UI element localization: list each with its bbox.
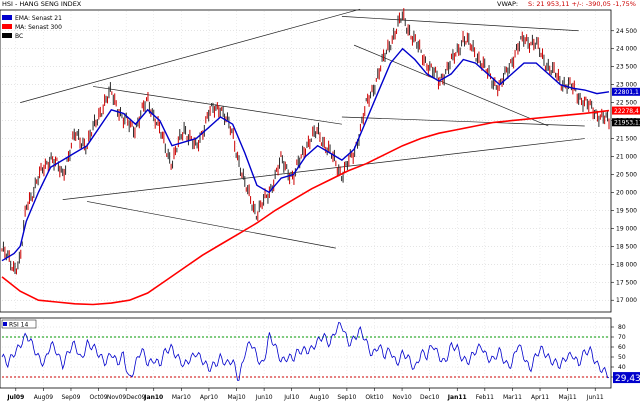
price-tick-label: 20 000 [616, 189, 637, 196]
legend-label-bc: BC [15, 33, 23, 40]
rsi-current-tag [613, 372, 640, 384]
x-tick-label: Okt10 [365, 394, 383, 401]
x-tick-label: Feb11 [476, 394, 494, 401]
price-tag-ma-bg [612, 106, 640, 115]
vwap-label: VWAP: [497, 0, 518, 8]
price-tags: 22801,1 22278,4 21953,11 [612, 87, 640, 127]
price-tick-label: 20 500 [616, 171, 637, 178]
x-tick-label: Jul10 [283, 394, 299, 401]
rsi-label-box [1, 319, 37, 329]
trendline [341, 116, 585, 127]
price-tick-label: 21 000 [616, 154, 637, 161]
price-tick-label: 17 000 [616, 297, 637, 304]
price-tag-ema-bg [612, 87, 640, 96]
x-tick-label: Mar10 [172, 394, 191, 401]
rsi-tick-label: 40 [618, 364, 626, 371]
price-axis: 17 000 17 500 18 000 18 500 19 000 19 500 20 0… [611, 28, 637, 304]
price-tick-label: 24 000 [616, 46, 637, 53]
rsi-tick-label: 50 [618, 354, 626, 361]
rsi-tick-label: 70 [618, 334, 626, 341]
price-tick-label: 23 000 [616, 82, 637, 89]
price-tick-label: 17 500 [616, 279, 637, 286]
x-tick-label: Apr10 [200, 394, 218, 401]
trendline [353, 44, 549, 127]
trendline [20, 8, 361, 103]
legend-swatch-ema [2, 15, 12, 20]
x-tick-label: Nov10 [392, 394, 412, 401]
rsi-grid [2, 319, 609, 387]
price-tag-ma-text: 22278,4 [614, 108, 639, 115]
price-series [1, 8, 610, 275]
trendline [341, 16, 579, 32]
x-tick-label: Jun11 [586, 394, 604, 401]
rsi-line [1, 321, 610, 381]
price-tag-last-text: 21953,11 [614, 119, 640, 126]
price-tick-label: 18 000 [616, 261, 637, 268]
price-tick-label: 24 500 [616, 28, 637, 35]
rsi-label: RSI 14 [9, 322, 28, 329]
price-tick-label: 18 500 [616, 243, 637, 250]
price-tick-label: 19 500 [616, 207, 637, 214]
x-tick-label: Jun10 [255, 394, 273, 401]
trendline [86, 201, 336, 249]
rsi-label-swatch [3, 322, 7, 326]
x-tick-label: Dec10 [420, 394, 439, 401]
price-stats: S: 21 953,11 +/-: -390,05 -1,75% [528, 0, 636, 8]
x-tick-label: Jan10 [143, 394, 163, 401]
x-tick-label: Maj11 [559, 394, 577, 401]
x-tick-label: Jul09 [6, 394, 24, 401]
x-tick-label: Aug09 [34, 394, 54, 401]
x-tick-label: Maj10 [227, 394, 245, 401]
price-tick-label: 19 000 [616, 225, 637, 232]
legend-label-ema: EMA: Senast 21 [15, 15, 62, 22]
rsi-tick-label: 60 [618, 344, 626, 351]
ema21-line [1, 47, 610, 262]
legend: EMA: Senast 21 MA: Senast 300 BC [2, 15, 62, 40]
x-tick-label: Aug10 [310, 394, 330, 401]
x-tick-label: Mar11 [503, 394, 522, 401]
rsi-plot-frame [0, 317, 612, 389]
price-tick-label: 21 500 [616, 136, 637, 143]
x-tick-label: Sep10 [337, 394, 356, 401]
x-tick-label: Nov09Dec09 [107, 394, 146, 401]
x-tick-label: Jan11 [447, 394, 467, 401]
legend-swatch-ma [2, 24, 12, 29]
price-tick-label: 23 500 [616, 64, 637, 71]
price-grid [2, 11, 609, 311]
price-plot-frame [0, 9, 612, 313]
legend-swatch-bc [2, 33, 12, 38]
rsi-current-value: 29,43 [615, 374, 640, 384]
chart-title: HSI - HANG SENG INDEX [2, 0, 82, 8]
ma300-line [1, 109, 610, 306]
x-tick-label: Oct09 [90, 394, 108, 401]
price-tick-label: 22 500 [616, 100, 637, 107]
trendline [62, 138, 585, 200]
price-tag-last-bg [612, 118, 640, 127]
x-tick-label: Sep09 [62, 394, 81, 401]
x-tick-label: Apr11 [531, 394, 549, 401]
price-tag-ema-text: 22801,1 [614, 89, 639, 96]
legend-label-ma: MA: Senast 300 [15, 24, 62, 31]
rsi-tick-label: 80 [618, 324, 626, 331]
